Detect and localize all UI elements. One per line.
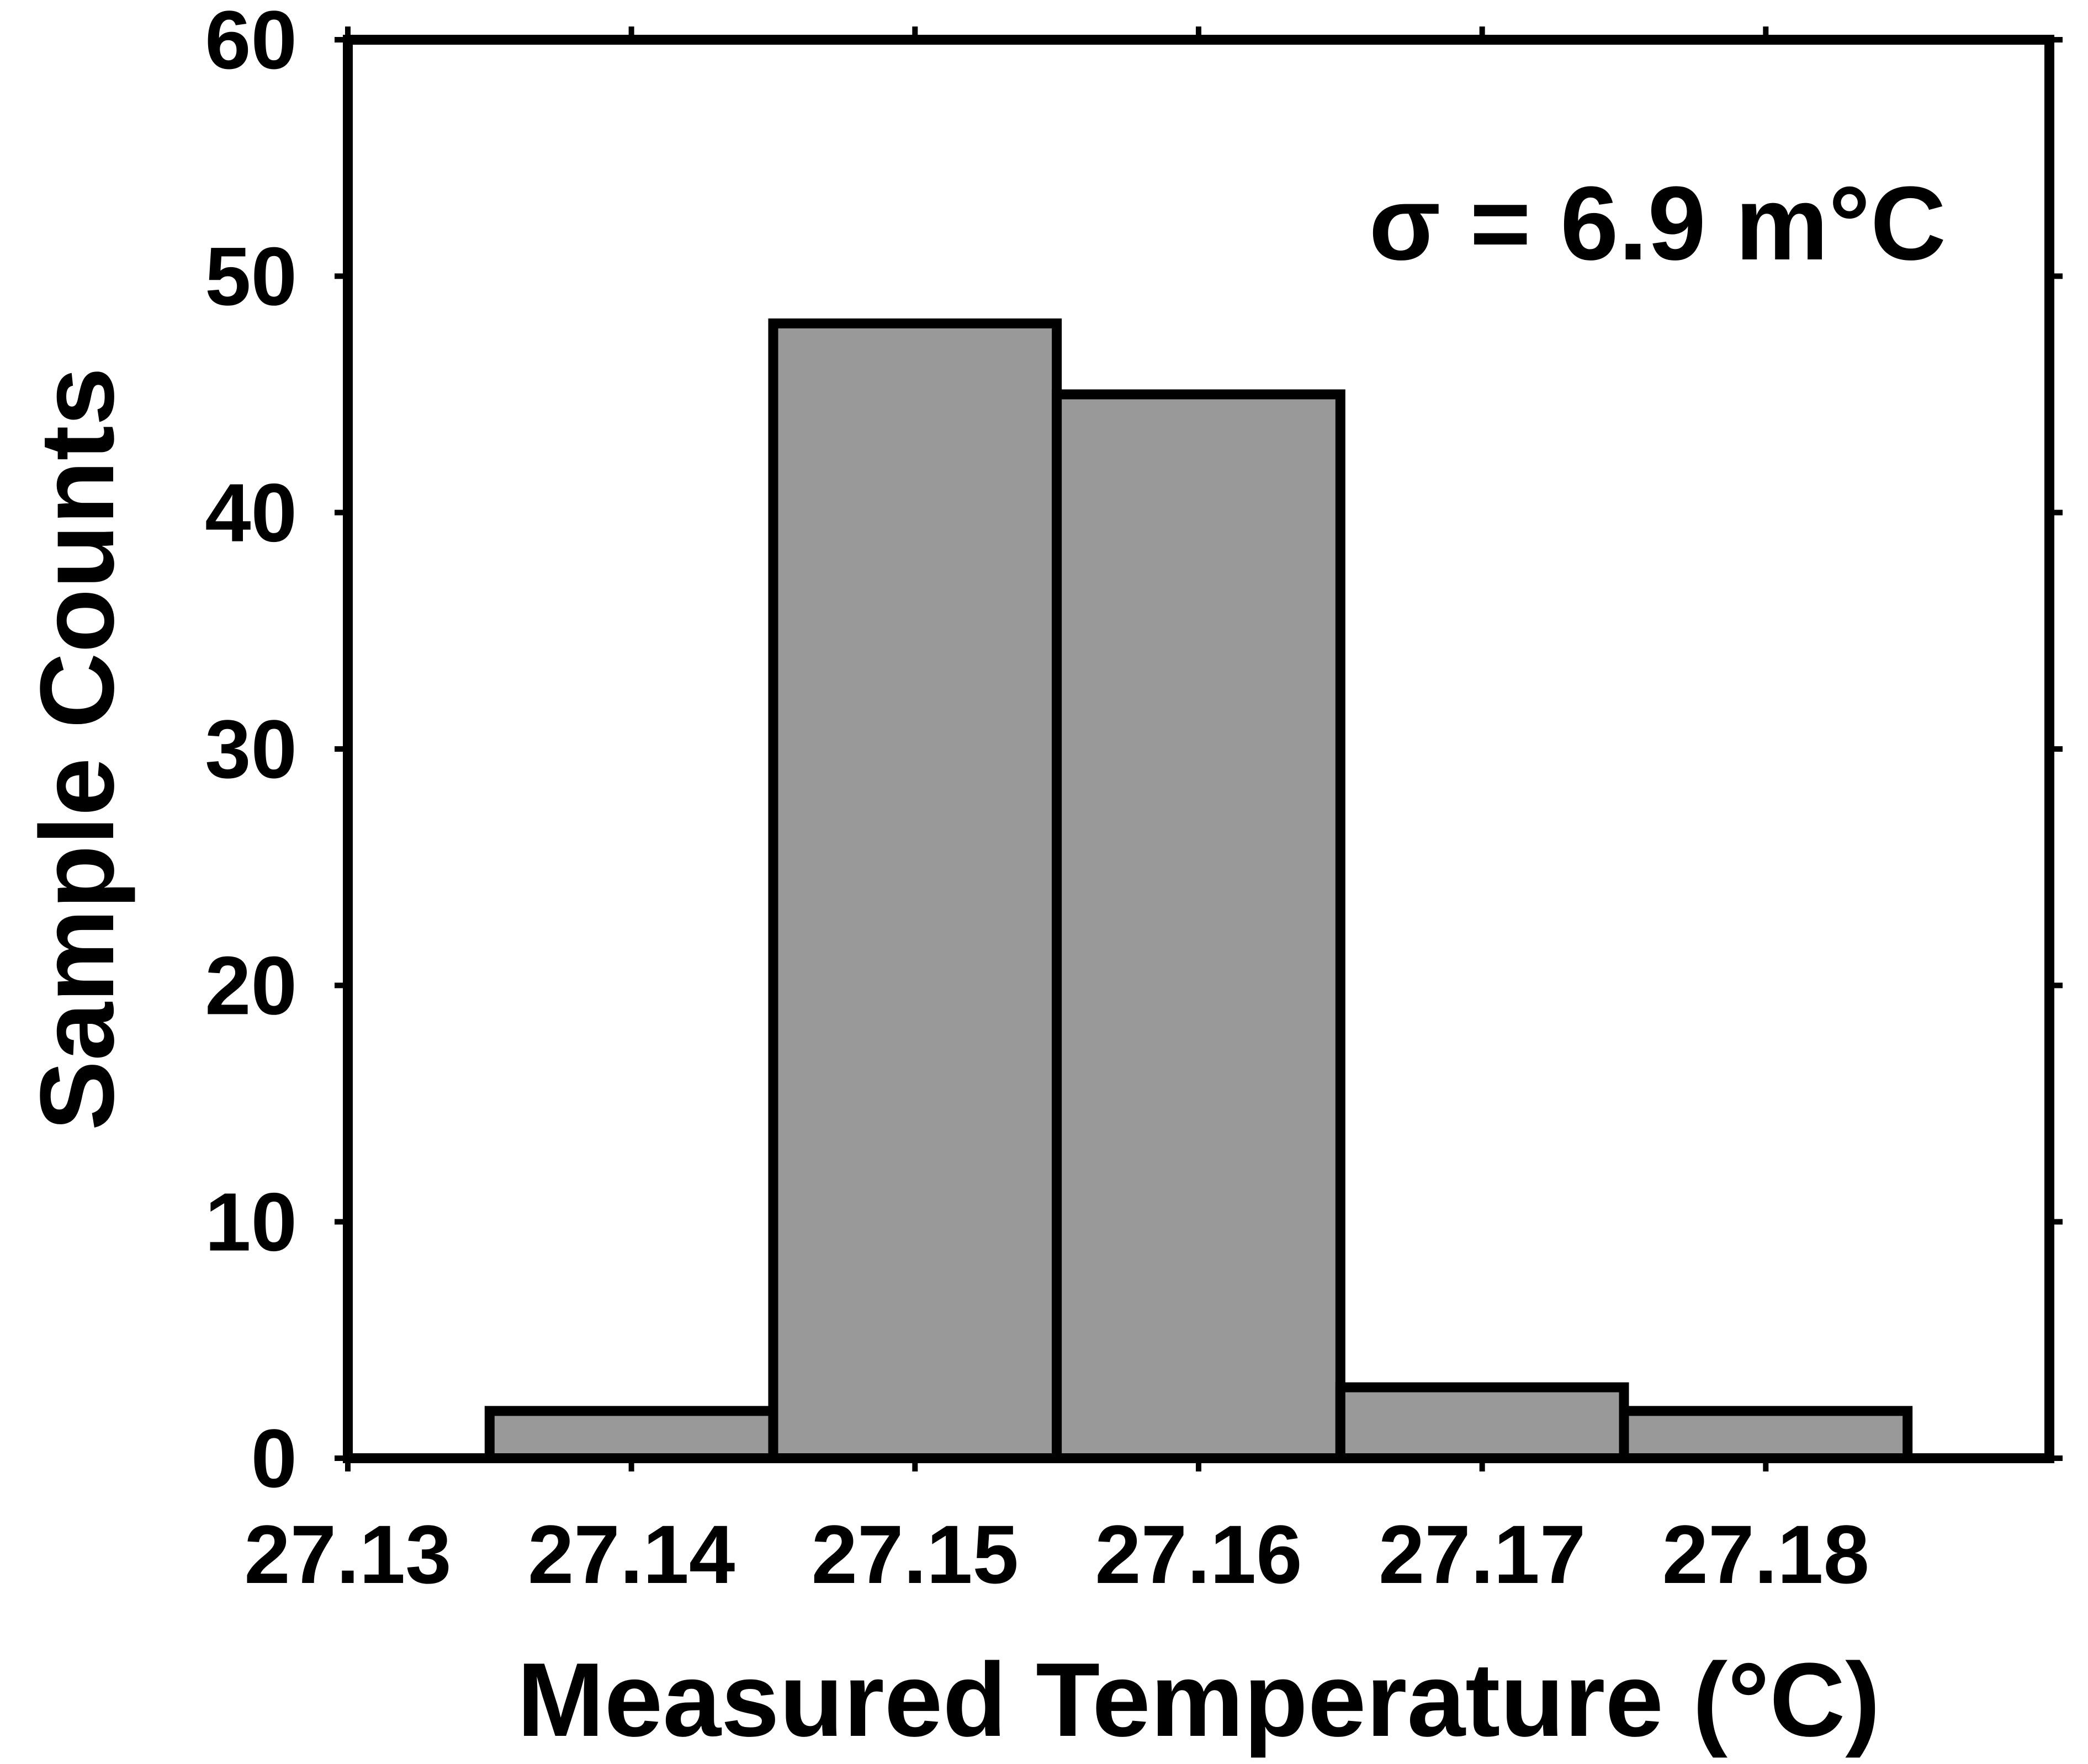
histogram-bar-3: [1052, 389, 1345, 1463]
histogram-bar-2: [768, 318, 1062, 1463]
histogram-bar-4: [1335, 1382, 1629, 1463]
x-axis-label: Measured Temperature (°C): [517, 1641, 1880, 1758]
y-tick-label-6: 50: [205, 230, 297, 322]
tick-labels-layer: 27.13 27.14 27.15 27.16 27.17 27.18 0 10 20 30 40 5…: [205, 0, 1869, 1601]
sigma-annotation: σ = 6.9 m°C: [1369, 165, 1946, 282]
y-tick-label-7: 60: [205, 0, 297, 86]
x-tick-label-6: 27.18: [1662, 1508, 1869, 1601]
bars-layer: [484, 318, 1913, 1463]
x-tick-label-1: 27.13: [244, 1508, 451, 1601]
x-tick-label-5: 27.17: [1379, 1508, 1586, 1601]
y-tick-label-3: 20: [205, 939, 297, 1032]
x-tick-label-4: 27.16: [1095, 1508, 1302, 1601]
x-tick-label-3: 27.15: [812, 1508, 1019, 1601]
histogram-bar-1: [484, 1406, 778, 1463]
x-tick-label-2: 27.14: [528, 1508, 735, 1601]
ticks-layer: [335, 26, 2063, 1471]
y-axis-label: Sample Counts: [19, 368, 136, 1131]
y-tick-label-2: 10: [205, 1176, 297, 1268]
y-tick-label-5: 40: [205, 466, 297, 559]
y-tick-label-1: 0: [251, 1412, 297, 1505]
y-tick-label-4: 30: [205, 703, 297, 795]
histogram-bar-5: [1619, 1406, 1913, 1463]
